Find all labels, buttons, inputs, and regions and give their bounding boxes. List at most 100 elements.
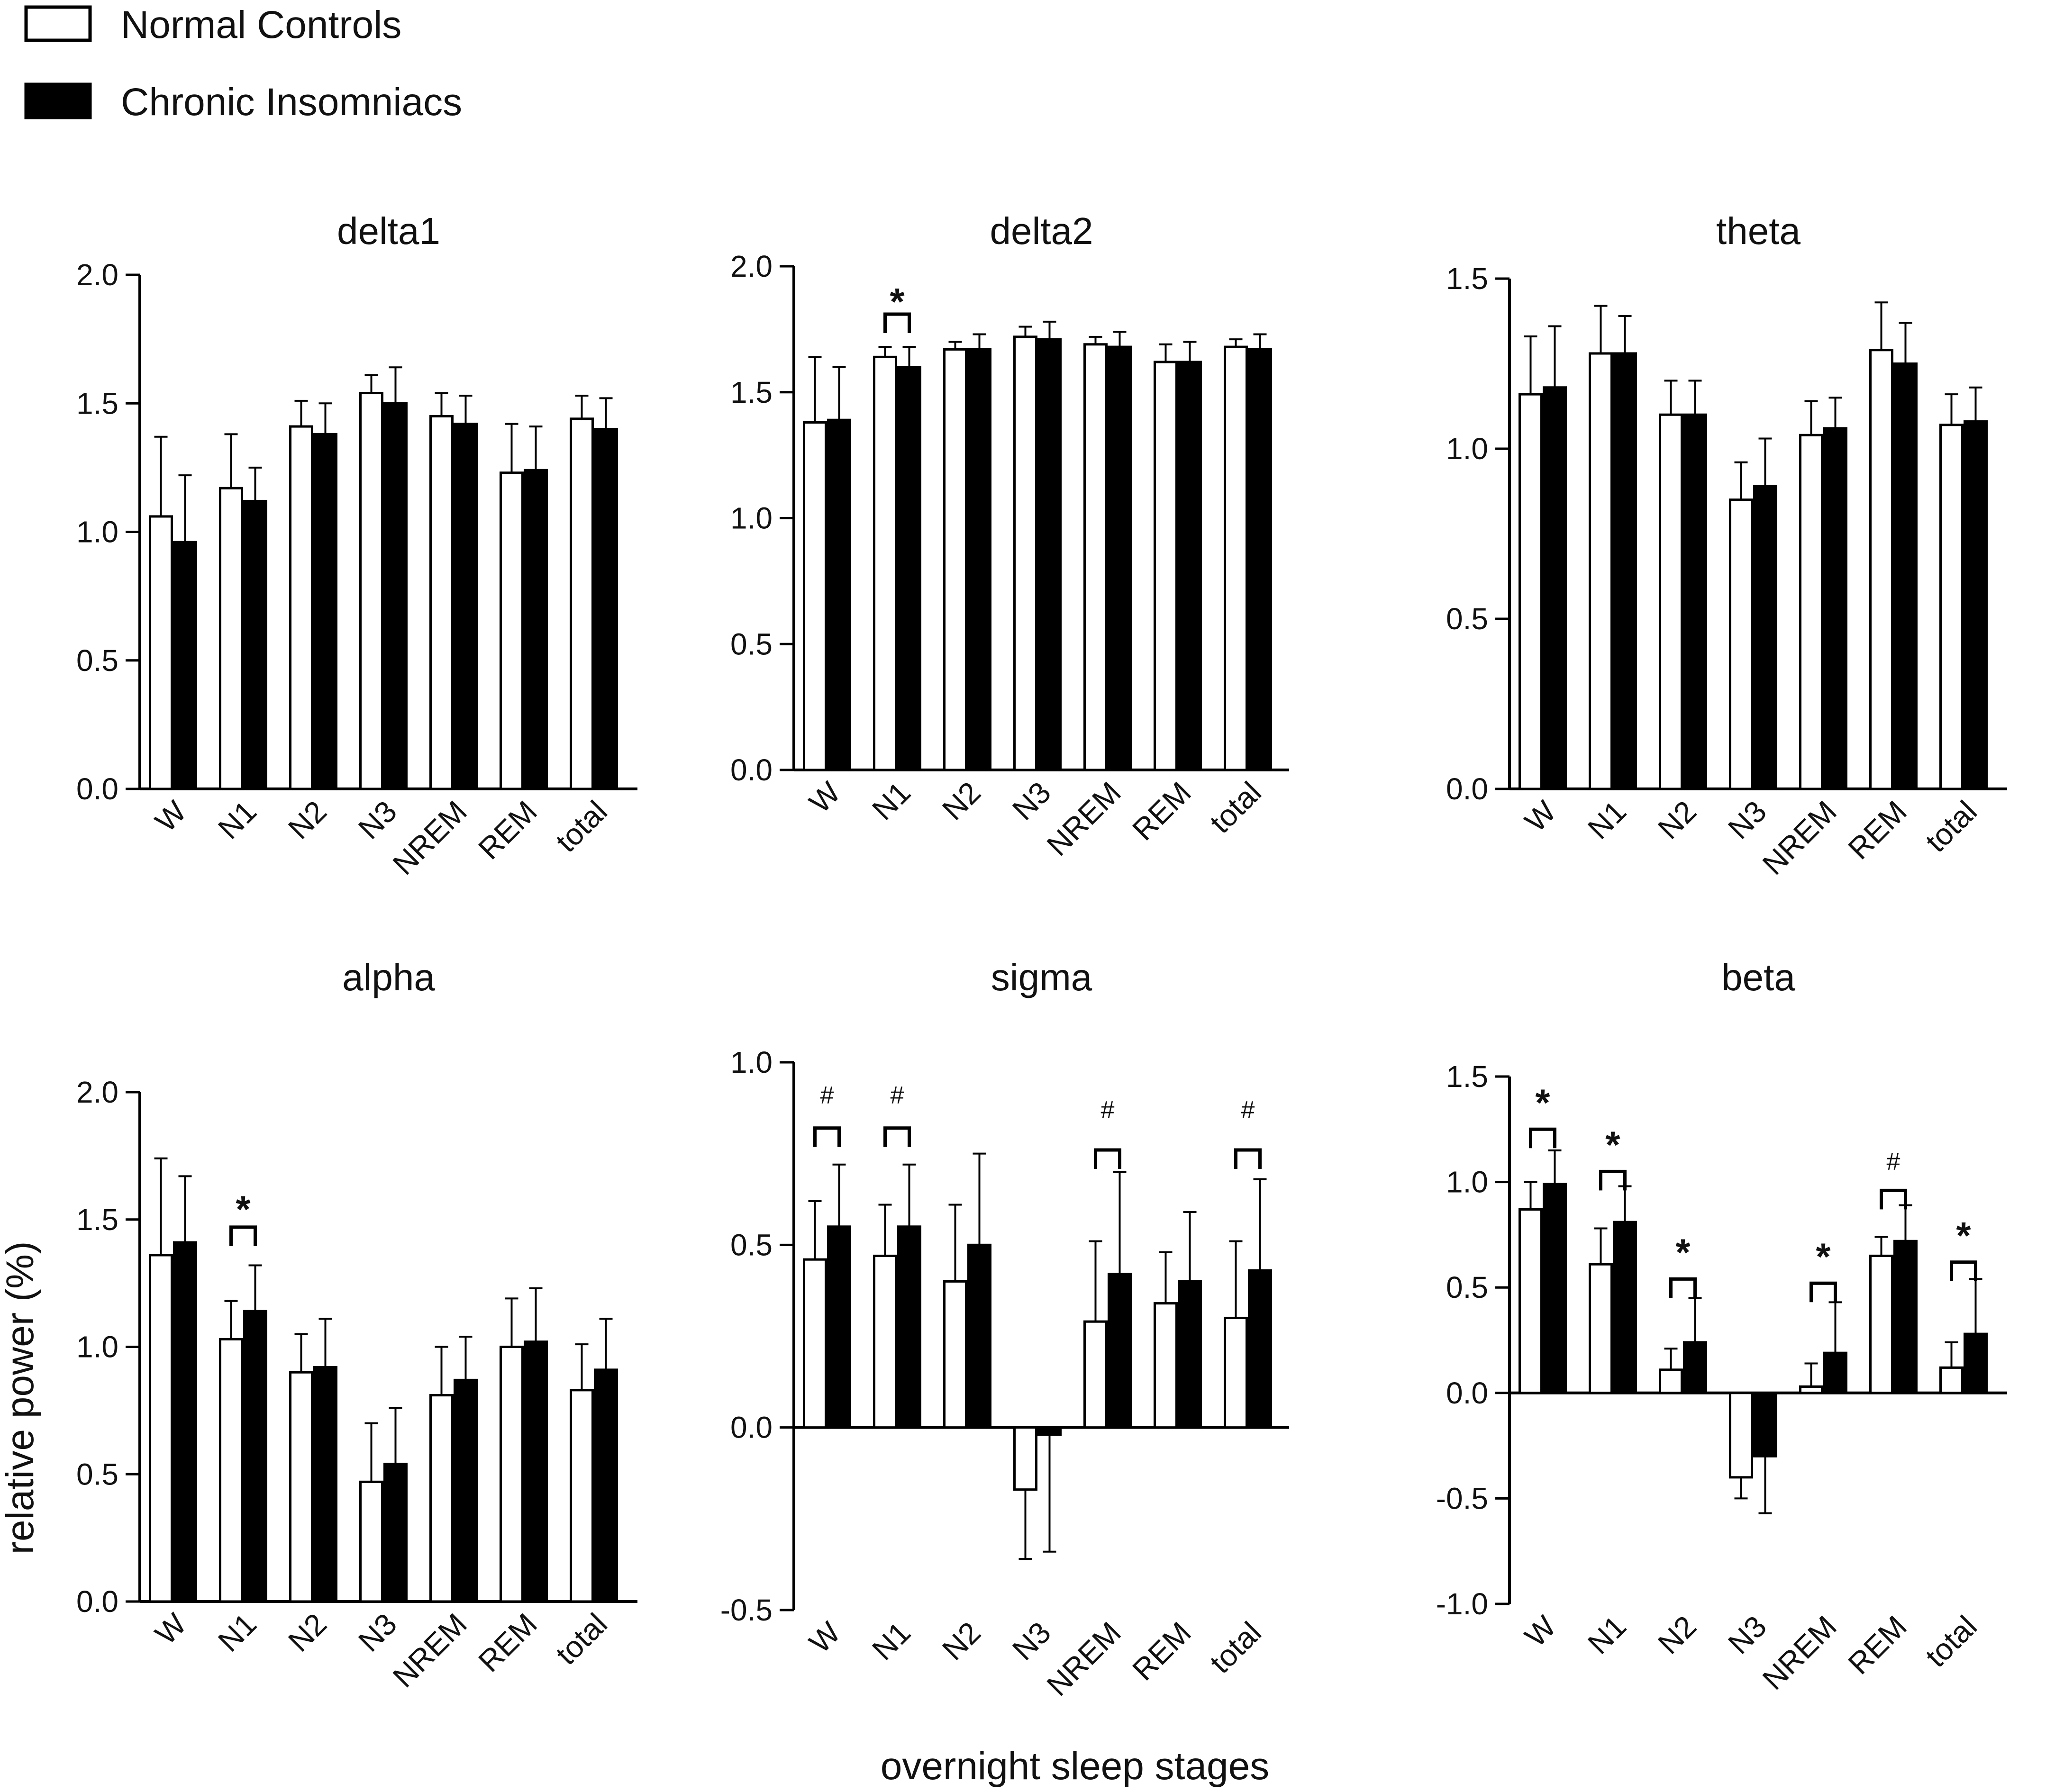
bar-sigma-chronic-insomniacs-total (1248, 1269, 1272, 1429)
significance-bracket-beta-w (1529, 1127, 1556, 1149)
x-tick-label-beta-rem: REM (1841, 1609, 1913, 1681)
bar-delta2-chronic-insomniacs-n1 (897, 366, 921, 771)
x-tick-label-sigma-rem: REM (1126, 1615, 1197, 1687)
bar-beta-chronic-insomniacs-n2 (1683, 1341, 1707, 1394)
significance-marker-beta-rem: # (1887, 1148, 1901, 1176)
legend-label-normal-controls: Normal Controls (121, 3, 401, 46)
bar-delta2-chronic-insomniacs-w (827, 418, 851, 771)
x-tick-label-delta2-w: W (802, 775, 847, 820)
x-tick-label-alpha-rem: REM (472, 1607, 543, 1678)
x-tick-label-delta1-n2: N2 (282, 794, 333, 846)
legend-swatch-chronic-insomniacs (24, 82, 92, 119)
y-tick-label-alpha: 1.0 (76, 1330, 118, 1364)
bar-theta-normal-controls-n2 (1659, 413, 1683, 790)
x-tick-label-sigma-w: W (802, 1615, 847, 1660)
bar-theta-chronic-insomniacs-total (1964, 420, 1988, 790)
bar-delta2-normal-controls-n2 (943, 348, 967, 771)
x-tick-label-sigma-n1: N1 (865, 1615, 917, 1667)
y-tick-label-beta: 1.5 (1446, 1059, 1488, 1094)
significance-marker-beta-n1: * (1605, 1124, 1620, 1166)
bar-theta-chronic-insomniacs-n1 (1613, 352, 1637, 790)
bar-beta-normal-controls-n3 (1729, 1392, 1753, 1479)
x-tick-label-beta-nrem: NREM (1756, 1609, 1843, 1696)
significance-bracket-sigma-n1 (883, 1126, 911, 1147)
y-tick-label-delta1: 1.5 (76, 386, 118, 420)
bar-alpha-normal-controls-n2 (289, 1371, 313, 1603)
x-tick-label-delta2-n3: N3 (1006, 775, 1057, 827)
bar-alpha-chronic-insomniacs-n3 (383, 1463, 408, 1603)
y-tick-label-theta: 1.5 (1446, 262, 1488, 296)
x-tick-label-alpha-w: W (148, 1607, 193, 1651)
bar-delta2-normal-controls-n3 (1013, 335, 1037, 771)
bar-theta-chronic-insomniacs-n2 (1683, 413, 1707, 790)
y-tick-label-beta: 0.5 (1446, 1270, 1488, 1304)
bar-sigma-normal-controls-w (803, 1258, 827, 1429)
x-tick-label-alpha-n2: N2 (282, 1607, 333, 1658)
x-tick-label-theta-n3: N3 (1721, 794, 1773, 846)
x-tick-label-beta-n2: N2 (1651, 1609, 1703, 1661)
bar-beta-normal-controls-total (1939, 1366, 1964, 1394)
bar-delta1-chronic-insomniacs-total (594, 428, 618, 790)
bar-alpha-normal-controls-total (570, 1389, 594, 1603)
bar-sigma-chronic-insomniacs-rem (1178, 1280, 1202, 1429)
x-tick-label-theta-n1: N1 (1581, 794, 1633, 846)
bar-beta-normal-controls-rem (1869, 1254, 1893, 1394)
bar-alpha-chronic-insomniacs-nrem (454, 1378, 478, 1603)
bar-alpha-normal-controls-w (149, 1254, 173, 1603)
x-tick-label-delta1-n3: N3 (352, 794, 403, 846)
bar-sigma-normal-controls-n2 (943, 1280, 967, 1429)
y-tick-label-delta2: 1.5 (730, 375, 773, 409)
bar-beta-normal-controls-n2 (1659, 1368, 1683, 1394)
legend-swatch-normal-controls (24, 5, 92, 42)
y-tick-label-alpha: 1.5 (76, 1203, 118, 1237)
bar-delta1-normal-controls-w (149, 515, 173, 790)
x-tick-label-sigma-total: total (1203, 1615, 1267, 1680)
x-tick-label-alpha-nrem: NREM (386, 1607, 473, 1694)
legend-label-chronic-insomniacs: Chronic Insomniacs (121, 81, 462, 124)
y-tick-label-beta: -1.0 (1436, 1587, 1488, 1621)
bar-beta-normal-controls-nrem (1799, 1385, 1823, 1394)
y-tick-label-beta: 0.0 (1446, 1376, 1488, 1410)
panel-title-theta: theta (1716, 210, 1800, 252)
bar-delta2-chronic-insomniacs-total (1248, 348, 1272, 771)
y-tick-label-delta2: 2.0 (730, 249, 773, 283)
significance-marker-sigma-total: # (1241, 1096, 1255, 1124)
bar-beta-chronic-insomniacs-total (1964, 1332, 1988, 1394)
bar-theta-chronic-insomniacs-n3 (1753, 485, 1777, 790)
x-tick-label-delta2-nrem: NREM (1040, 775, 1128, 862)
bar-beta-chronic-insomniacs-n1 (1613, 1221, 1637, 1394)
bar-delta1-chronic-insomniacs-rem (524, 469, 548, 790)
panel-title-delta2: delta2 (990, 210, 1093, 252)
bar-beta-chronic-insomniacs-rem (1893, 1240, 1918, 1394)
y-tick-label-sigma: 0.5 (730, 1228, 773, 1262)
x-tick-label-delta1-n1: N1 (211, 794, 263, 846)
y-tick-label-delta1: 1.0 (76, 515, 118, 549)
bar-delta1-chronic-insomniacs-w (173, 541, 197, 790)
significance-marker-beta-nrem: * (1816, 1236, 1831, 1278)
significance-bracket-beta-n1 (1599, 1169, 1627, 1191)
y-tick-label-delta2: 0.0 (730, 753, 773, 787)
y-tick-label-delta1: 2.0 (76, 258, 118, 292)
bar-sigma-normal-controls-total (1224, 1316, 1248, 1429)
bar-delta1-chronic-insomniacs-nrem (454, 423, 478, 790)
significance-bracket-alpha-n1 (229, 1225, 257, 1246)
bar-delta2-normal-controls-rem (1154, 361, 1178, 771)
bar-sigma-chronic-insomniacs-n2 (967, 1243, 991, 1429)
bar-beta-normal-controls-n1 (1589, 1263, 1613, 1394)
bar-delta2-chronic-insomniacs-n2 (967, 348, 991, 771)
bar-delta2-normal-controls-n1 (873, 355, 897, 771)
bar-delta1-chronic-insomniacs-n2 (313, 433, 337, 790)
bar-sigma-chronic-insomniacs-n3 (1037, 1426, 1062, 1436)
legend: Normal Controls Chronic Insomniacs (24, 3, 462, 124)
bar-delta2-chronic-insomniacs-nrem (1108, 345, 1132, 771)
bar-sigma-chronic-insomniacs-nrem (1108, 1273, 1132, 1429)
bar-sigma-normal-controls-n1 (873, 1254, 897, 1429)
x-tick-label-sigma-nrem: NREM (1040, 1615, 1128, 1702)
bar-delta2-chronic-insomniacs-n3 (1037, 338, 1062, 771)
y-tick-label-beta: 1.0 (1446, 1165, 1488, 1199)
significance-bracket-beta-nrem (1810, 1281, 1837, 1303)
x-tick-label-alpha-n3: N3 (352, 1607, 403, 1658)
